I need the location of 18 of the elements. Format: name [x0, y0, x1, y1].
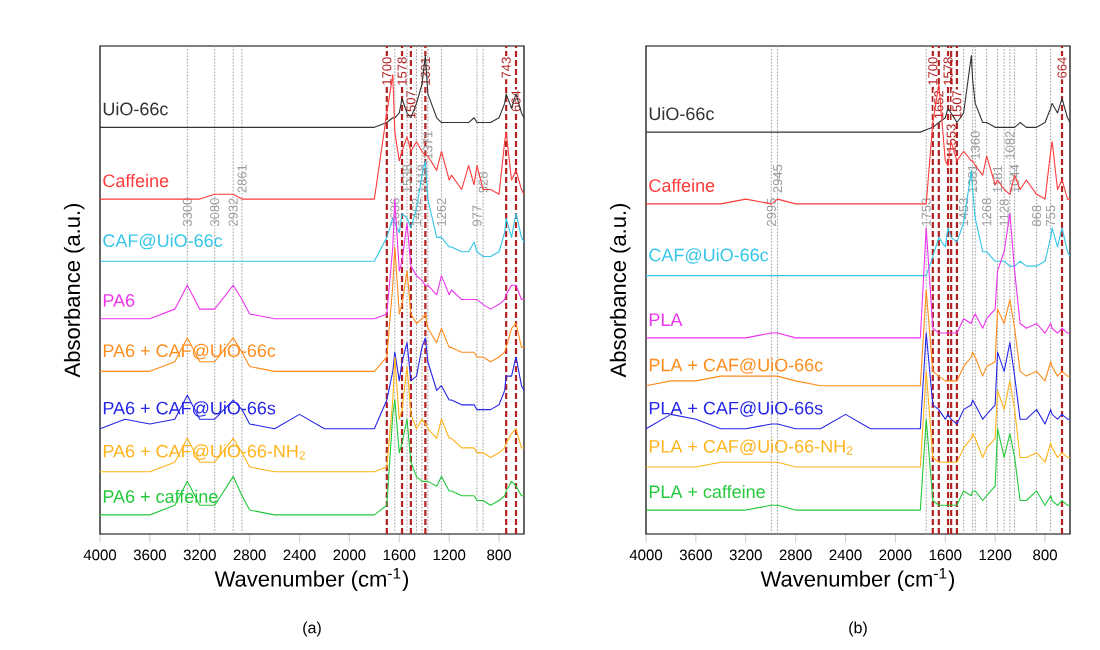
- y-axis-title: Absorbance (a.u.): [63, 203, 85, 378]
- series-label: CAF@UiO-66c: [103, 233, 223, 250]
- text: (a): [303, 621, 321, 637]
- series-label: Caffeine: [649, 178, 715, 192]
- series-label: UiO-66c: [649, 106, 714, 121]
- text: (b): [849, 621, 867, 637]
- series-label: Caffeine: [103, 173, 169, 188]
- x-axis-title: Wavenumber (cm$^{-1}$): [760, 567, 955, 592]
- series-label: PA6: [103, 293, 135, 307]
- series-label: PLA + caffeine: [649, 484, 765, 499]
- x-axis-title: Wavenumber (cm$^{-1}$): [214, 567, 409, 592]
- series-label: CAF@UiO-66c: [649, 248, 769, 264]
- series-label: PLA + CAF@UiO-66c: [649, 358, 823, 374]
- series-label: PLA + CAF@UiO-66-NH$_{2}$: [649, 439, 853, 456]
- series-label: PLA: [649, 313, 683, 326]
- y-axis-title: Absorbance (a.u.): [609, 203, 631, 378]
- series-label: PLA + CAF@UiO-66s: [649, 401, 823, 417]
- series-label: UiO-66c: [103, 102, 168, 116]
